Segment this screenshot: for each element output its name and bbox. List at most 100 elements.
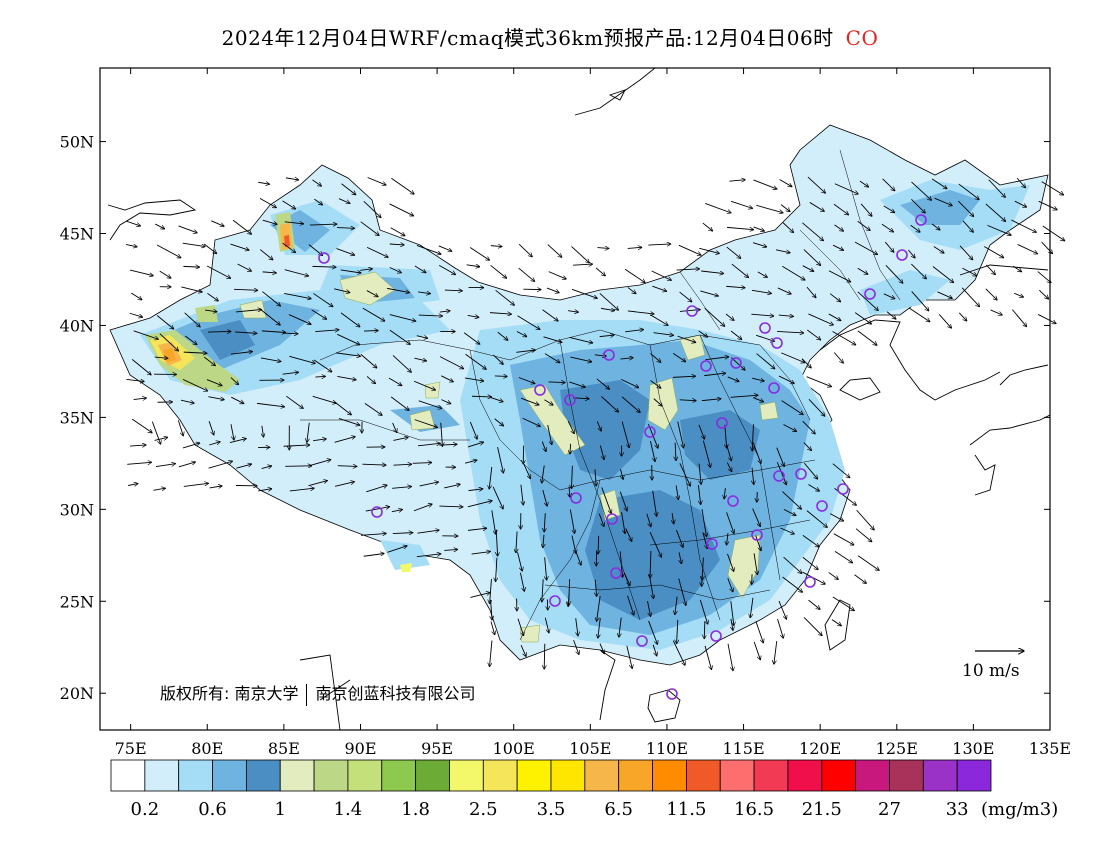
colorbar-swatch bbox=[347, 759, 383, 792]
wind-arrow bbox=[701, 270, 724, 274]
lat-tick-label: 20N bbox=[60, 684, 94, 703]
wind-arrow bbox=[774, 641, 778, 664]
wind-arrow bbox=[676, 529, 683, 547]
lon-tick-label: 110E bbox=[646, 739, 688, 758]
title-species: CO bbox=[845, 26, 879, 50]
wind-arrow bbox=[230, 377, 239, 385]
wind-arrow bbox=[516, 331, 527, 337]
wind-arrow bbox=[731, 263, 749, 277]
colorbar-swatch bbox=[922, 759, 958, 792]
wind-arrow bbox=[337, 333, 360, 345]
wind-arrow bbox=[363, 553, 384, 557]
wind-arrow bbox=[471, 396, 492, 397]
wind-arrow bbox=[211, 220, 224, 226]
wind-arrow bbox=[336, 248, 354, 256]
lon-tick-label: 115E bbox=[722, 739, 764, 758]
wind-arrow bbox=[803, 442, 812, 451]
title-text: 2024年12月04日WRF/cmaq模式36km预报产品:12月04日06时 bbox=[221, 26, 834, 50]
wind-arrow bbox=[289, 488, 314, 492]
wind-arrow bbox=[627, 595, 634, 615]
wind-arrow bbox=[131, 418, 152, 433]
wind-arrow bbox=[625, 528, 632, 541]
wind-arrow bbox=[859, 180, 869, 187]
wind-arrow bbox=[573, 398, 589, 399]
wind-arrow bbox=[307, 422, 310, 443]
wind-arrow bbox=[203, 243, 217, 254]
colorbar: 0.2 0.6 1 1.4 1.8 2.5 3.5 6.5 11.5 16.5 21.5 27 33 (m… bbox=[110, 759, 1058, 820]
wind-arrow bbox=[496, 557, 497, 582]
field-level-5 bbox=[239, 271, 779, 643]
wind-arrow bbox=[802, 420, 815, 434]
wind-arrow bbox=[1037, 271, 1051, 283]
wind-arrow bbox=[569, 337, 593, 343]
wind-arrow bbox=[727, 643, 733, 671]
wind-arrow bbox=[334, 482, 354, 487]
wind-arrow bbox=[470, 593, 490, 598]
wind-arrow bbox=[468, 528, 487, 530]
lat-tick-label: 40N bbox=[60, 316, 94, 335]
wind-arrow bbox=[802, 222, 823, 241]
wind-arrow bbox=[650, 353, 661, 362]
wind-arrow bbox=[933, 246, 944, 254]
wind-arrow bbox=[314, 198, 322, 205]
wind-arrow bbox=[782, 222, 793, 233]
wind-arrow bbox=[439, 356, 464, 369]
wind-arrow bbox=[1037, 314, 1056, 323]
wind-arrow bbox=[360, 533, 386, 535]
station-markers bbox=[318, 214, 927, 700]
colorbar-label: 21.5 bbox=[802, 799, 842, 820]
lon-tick-label: 130E bbox=[952, 739, 994, 758]
wind-arrow bbox=[464, 460, 477, 464]
wind-arrow bbox=[337, 376, 356, 379]
station-marker bbox=[606, 513, 618, 525]
wind-arrow bbox=[783, 508, 796, 515]
wind-arrow bbox=[571, 465, 572, 489]
wind-arrow bbox=[259, 308, 280, 326]
wind-arrow bbox=[623, 572, 630, 586]
wind-arrow bbox=[362, 464, 386, 465]
wind-arrow bbox=[438, 264, 455, 274]
station-marker bbox=[706, 538, 718, 550]
wind-arrow bbox=[388, 377, 402, 386]
wind-arrow bbox=[464, 377, 484, 381]
wind-arrow bbox=[957, 200, 973, 216]
wind-arrow bbox=[178, 462, 195, 468]
wind-arrow bbox=[131, 359, 151, 375]
lon-tick-label: 105E bbox=[569, 739, 611, 758]
colorbar-swatch bbox=[821, 759, 857, 792]
wind-arrow bbox=[418, 443, 440, 447]
wind-arrow bbox=[230, 351, 253, 355]
wind-arrow bbox=[808, 313, 833, 325]
wind-arrow bbox=[463, 332, 480, 345]
wind-arrow bbox=[676, 269, 700, 270]
wind-arrow bbox=[752, 424, 753, 451]
wind-arrow bbox=[883, 205, 895, 213]
wind-arrow bbox=[543, 336, 561, 342]
station-marker bbox=[896, 249, 908, 261]
wind-arrow bbox=[567, 420, 574, 434]
wind-arrow bbox=[569, 381, 585, 387]
wind-arrow bbox=[416, 336, 428, 339]
wind-arrow bbox=[598, 513, 604, 527]
wind-arrow bbox=[393, 464, 412, 465]
wind-arrow bbox=[882, 178, 895, 191]
wind-arrow bbox=[284, 222, 304, 224]
wind-arrow bbox=[730, 330, 742, 339]
wind-arrow bbox=[282, 372, 299, 374]
wind-arrow bbox=[755, 535, 761, 551]
wind-arrow bbox=[932, 266, 954, 282]
wind-arrow bbox=[337, 466, 357, 467]
wind-arrow bbox=[467, 501, 492, 508]
wind-arrow bbox=[178, 225, 197, 233]
wind-arrow bbox=[465, 353, 487, 369]
wind-arrow bbox=[621, 378, 639, 387]
wind-arrow bbox=[596, 378, 610, 389]
wind-arrow bbox=[802, 535, 819, 546]
wind-arrow bbox=[183, 483, 209, 487]
wind-arrow bbox=[596, 421, 601, 431]
wind-arrow bbox=[783, 424, 797, 431]
wind-arrow bbox=[601, 487, 612, 513]
wind-arrow bbox=[937, 291, 952, 299]
wind-arrow bbox=[364, 403, 382, 415]
